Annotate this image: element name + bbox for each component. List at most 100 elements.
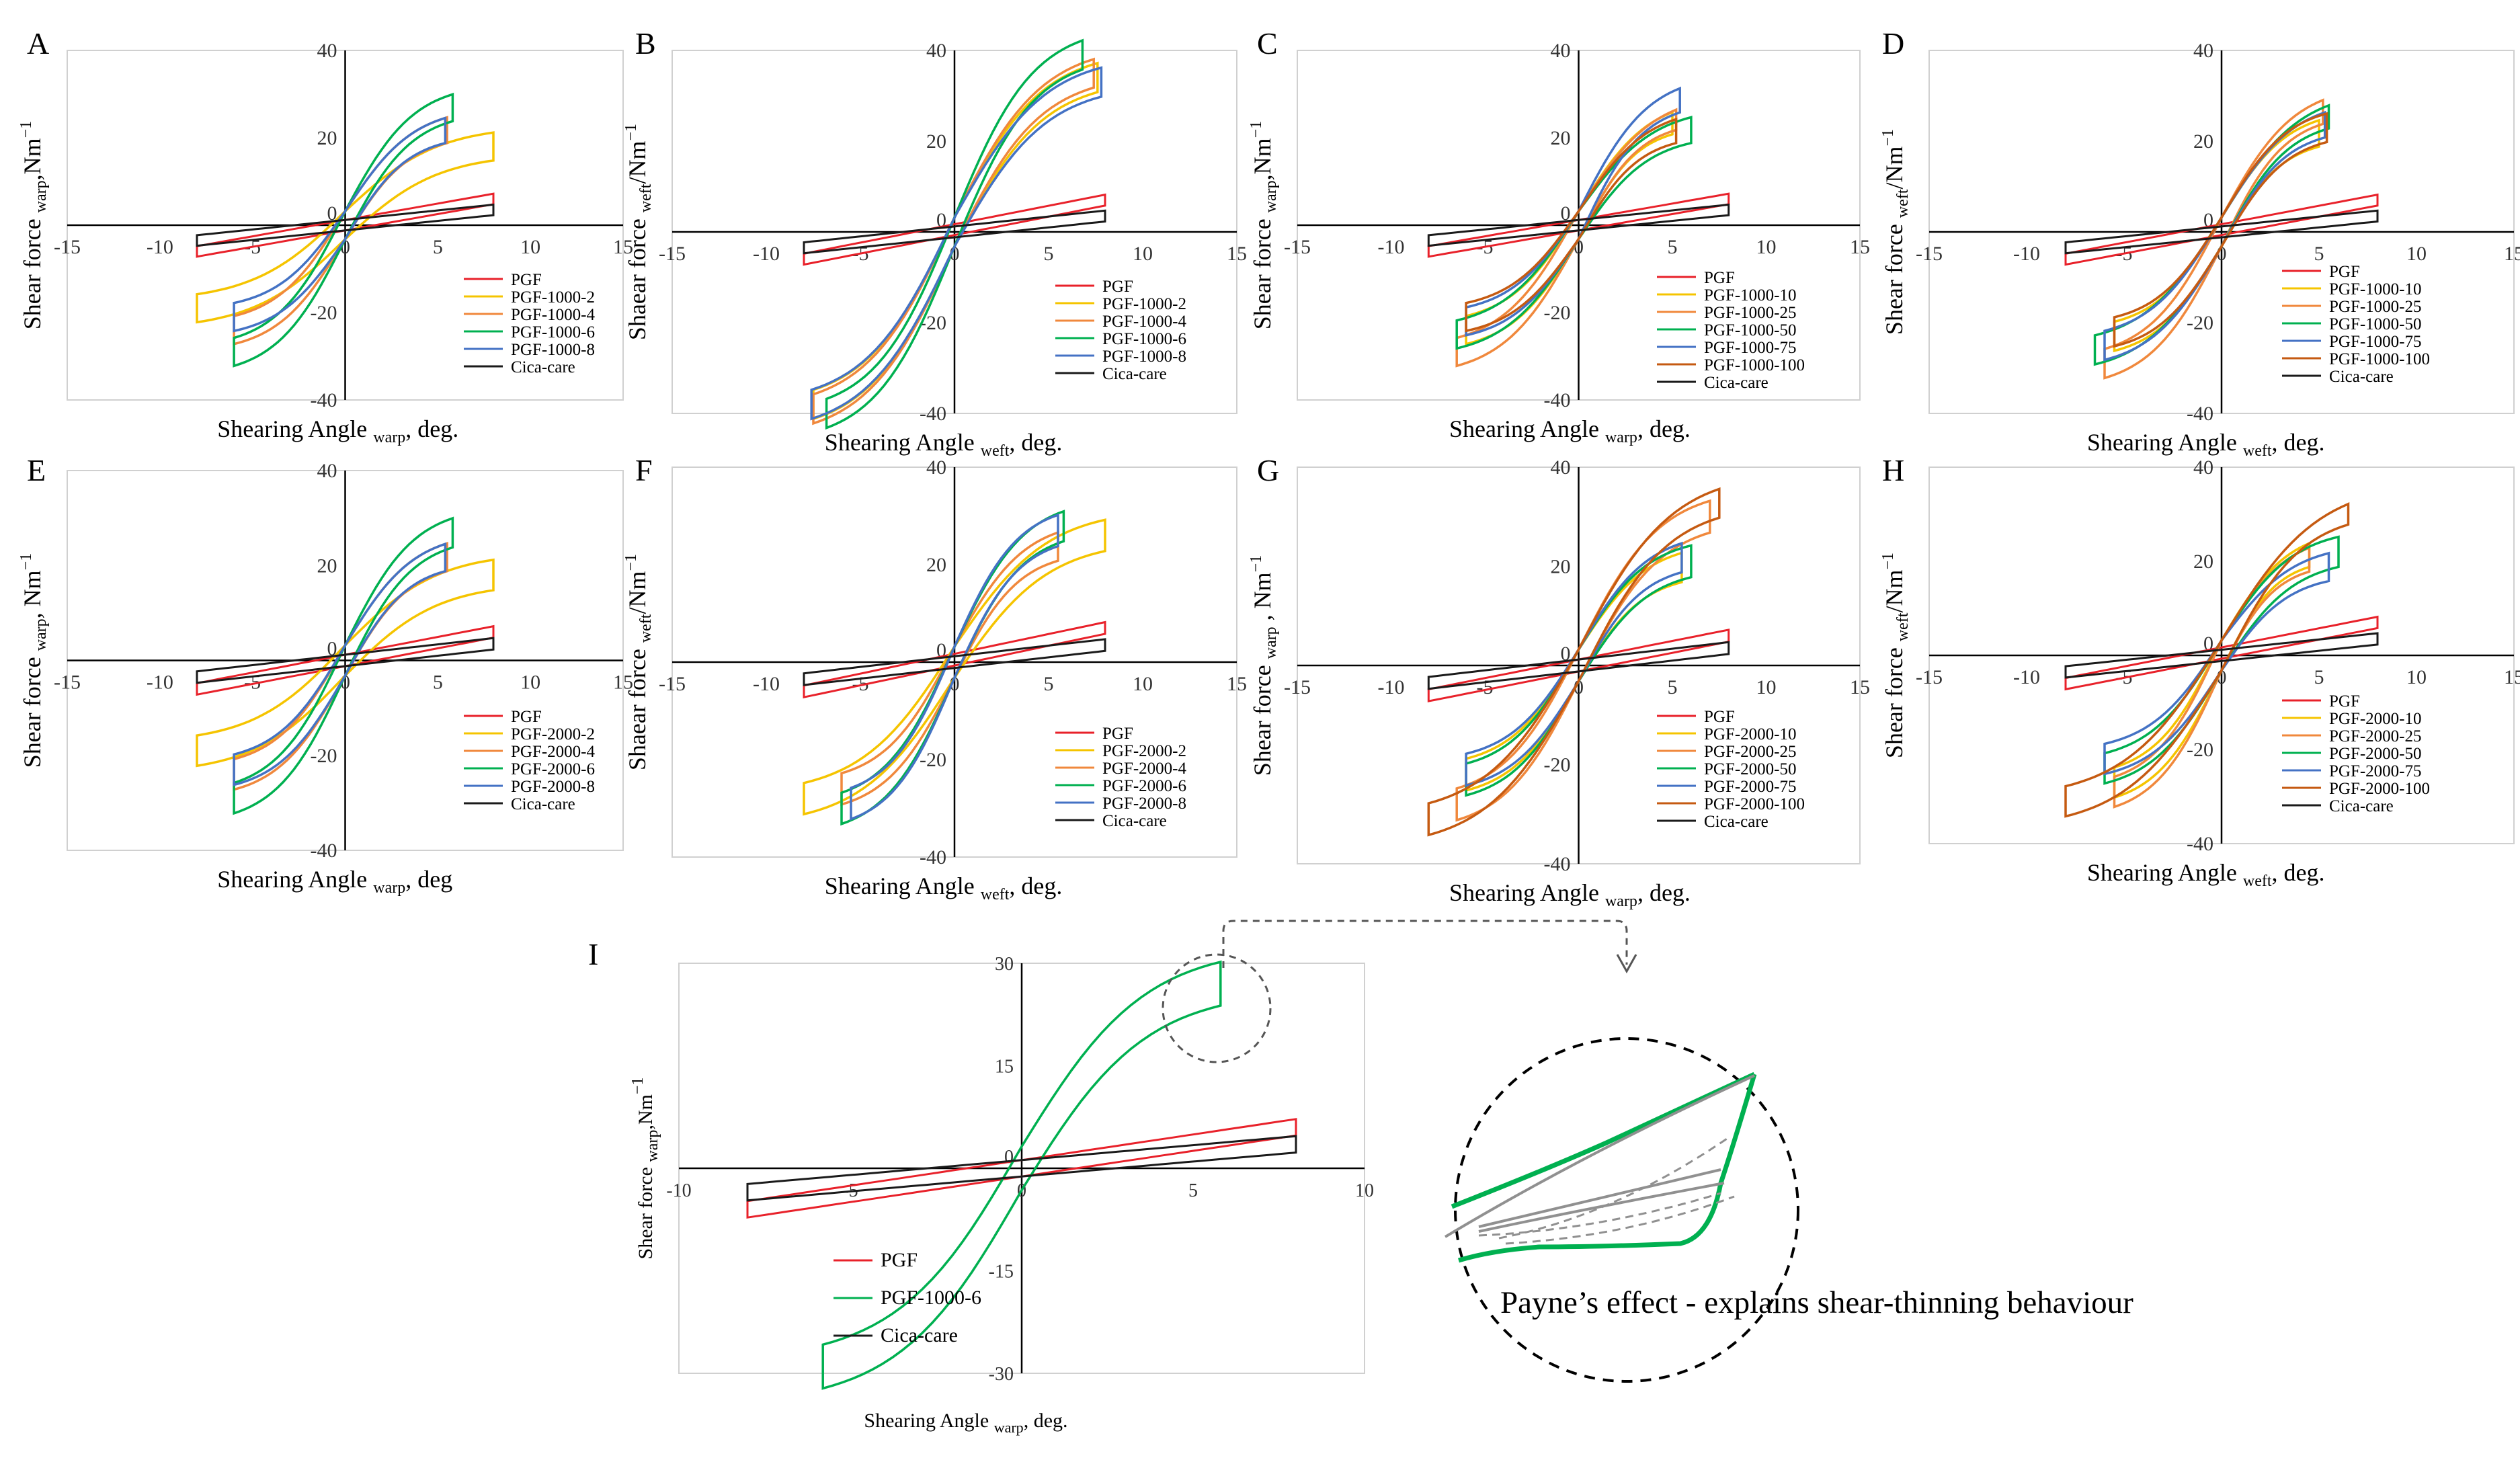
series-line-pgf [803,193,1106,266]
legend-label: PGF-1000-100 [1704,356,1805,374]
y-axis-label-sub: weft [637,614,655,643]
y-tick-label: 20 [317,127,337,149]
y-axis-label-sub: warp [1262,180,1280,212]
series-line-pgf-1000-8 [810,66,1103,421]
series-line-pgf-2000-100 [2064,501,2350,818]
y-axis-label-exponent: −1 [622,124,640,141]
x-axis-label-main: Shearing Angle [825,873,981,899]
y-axis-label-main: Shear force [19,651,46,768]
inset-green-lower-curve [1457,1074,1757,1263]
y-axis-label-unit: /Nm [1881,146,1908,189]
chart-panel-e: -15 -10 -5 0 5 10 154020-20-400PGFPGF-2000-2PG… [17,453,633,897]
y-tick-label: -20 [920,312,946,334]
y-axis-label-unit: /Nm [1881,569,1908,612]
series-line-pgf-2000-100 [1427,487,1721,837]
x-tick-label: 5 [433,672,443,694]
y-tick-label: 40 [2193,456,2213,479]
x-tick-label: -15 [1916,666,1943,688]
y-tick-label: -40 [311,389,337,411]
legend-label: PGF [511,708,542,726]
y-axis-label-exponent: −1 [17,121,35,138]
legend-label: PGF-1000-6 [511,323,595,341]
y-tick-label: 0 [327,638,337,660]
series-line-pgf [2064,193,2379,266]
y-axis-label-sub: weft [1894,189,1912,218]
series-line-pgf-2000-8 [850,513,1059,821]
legend-label: PGF-2000-50 [2329,745,2422,763]
y-axis-label-unit: , Nm [19,570,46,618]
x-tick-label: -10 [753,673,780,695]
y-tick-label: 20 [1551,556,1571,578]
y-tick-label: -20 [920,749,946,771]
x-tick-label: 5 [433,236,443,258]
series-line-pgf-1000-50 [1455,116,1693,350]
legend-label: PGF-2000-100 [2329,780,2430,798]
x-tick-label: 15 [1227,243,1247,265]
legend-label: PGF-2000-10 [1704,725,1797,743]
legend-label: PGF-1000-25 [2329,298,2422,316]
series-line-pgf-2000-50 [1465,544,1693,797]
series-line-pgf-2000-10 [1465,551,1683,793]
y-axis-label-unit: /Nm [624,571,651,614]
y-tick-label: -20 [2187,312,2213,334]
legend-label: PGF-1000-2 [1102,295,1186,313]
y-axis-label-main: Shaear force [624,212,651,340]
series-line-cica-care [2064,209,2379,255]
y-axis-label-sub: warp [644,1130,661,1162]
legend-label: PGF-1000-8 [511,341,595,359]
x-tick-label: -10 [666,1180,691,1201]
x-axis-label: Shearing Angle warp, deg. [864,1410,1067,1436]
series-line-pgf-1000-25 [2103,98,2324,380]
x-tick-label: 10 [1756,676,1777,698]
inset-grey-line-2 [1478,1168,1721,1228]
series-line-pgf-1000-6 [821,960,1222,1390]
series-line-pgf-2000-4 [233,541,448,791]
x-axis-label-sub: weft [2243,873,2272,890]
y-tick-label: -20 [311,745,337,767]
panel-letter: F [635,453,653,487]
legend-label: Cica-care [1704,813,1769,831]
y-axis-label-unit: ,Nm [635,1094,657,1130]
y-axis-label-unit: ,Nm [1249,138,1276,180]
series-line-pgf-1000-4 [233,116,448,346]
inset-grey-dashed-2 [1498,1135,1732,1240]
x-tick-label: -10 [2013,666,2040,688]
x-tick-label: -10 [147,672,173,694]
series-line-pgf-2000-25 [2113,546,2311,809]
y-axis-label-exponent: −1 [1879,553,1897,570]
x-axis-label-unit: , deg [405,866,452,893]
x-tick-label: 10 [1133,673,1153,695]
y-tick-label: -40 [920,846,946,868]
y-tick-label: 40 [2193,40,2213,62]
x-axis-label-unit: , deg. [1637,415,1691,442]
x-tick-label: 15 [2504,666,2520,688]
legend-label: PGF [1102,725,1133,743]
x-tick-label: 10 [520,672,540,694]
series-line-cica-care [1427,203,1730,247]
x-axis-label-main: Shearing Angle [864,1410,993,1432]
chart-panel-h: -15 -10 -5 0 5 10 154020-20-400PGFPGF-2000-10P… [1879,453,2520,890]
x-axis-label-unit: , deg. [405,415,458,442]
legend-label: PGF-1000-50 [2329,315,2422,333]
x-axis-label-sub: weft [981,442,1010,460]
x-axis-label-unit: , deg. [1637,879,1691,906]
y-axis-label-exponent: −1 [1248,121,1265,138]
series-line-pgf-2000-25 [1455,499,1711,822]
y-axis-label-exponent: −1 [622,554,640,571]
y-tick-label: 40 [317,40,337,62]
y-axis-label-exponent: −1 [629,1078,647,1095]
y-tick-label: 20 [926,130,946,153]
connector-arrow-head-icon [1616,954,1637,974]
series-line-pgf-2000-4 [840,530,1059,807]
series-line-pgf-1000-4 [812,57,1095,426]
x-tick-label: 15 [613,672,633,694]
series-line-cica-care [196,203,495,247]
x-axis-label-sub: weft [981,886,1010,903]
legend-label: PGF-1000-6 [881,1287,981,1309]
x-tick-label: 10 [520,236,540,258]
inset-circle [1454,1037,1799,1383]
panel-letter: B [635,26,656,60]
x-axis-label: Shearing Angle warp, deg. [1449,879,1691,910]
y-axis-label-unit: /Nm [624,140,651,184]
